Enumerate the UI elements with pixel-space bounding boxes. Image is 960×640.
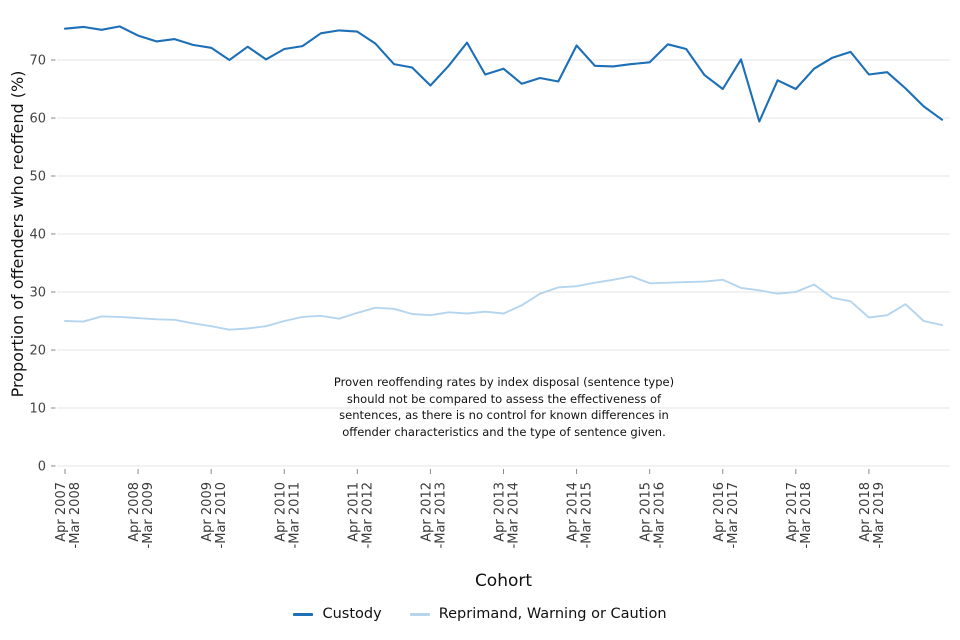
reprimand-line-swatch — [409, 612, 430, 616]
series-line-custody — [63, 25, 944, 123]
legend-label-reprimand: Reprimand, Warning or Caution — [438, 606, 667, 622]
annotation-line: Proven reoffending rates by index dispos… — [333, 375, 675, 389]
annotation-line: should not be compared to assess the eff… — [346, 391, 662, 406]
y-tick-label: 30 — [29, 286, 46, 301]
annotation-line: sentences, as there is no control for kn… — [339, 408, 669, 423]
x-tick-label: Apr 2013-Mar 2014 — [493, 482, 522, 548]
x-tick-label: Apr 2007-Mar 2008 — [54, 482, 83, 548]
annotation-line: offender characteristics and the type of… — [342, 425, 666, 440]
legend-label-custody: Custody — [322, 606, 382, 622]
y-tick-label: 10 — [29, 402, 46, 417]
plot-area: 0 10 20 30 40 50 60 70 Apr 2007-Mar 2008 Apr 2008… — [29, 25, 950, 548]
legend-item-reprimand: Reprimand, Warning or Caution — [409, 606, 667, 622]
series-line-reprimand — [64, 275, 943, 331]
y-tick-label: 20 — [29, 344, 46, 359]
x-axis-title: Cohort — [474, 571, 533, 591]
y-tick-label: 50 — [29, 170, 46, 185]
y-tick-label: 70 — [29, 54, 46, 69]
x-tick-label: Apr 2009-Mar 2010 — [200, 482, 229, 548]
x-tick-label: Apr 2010-Mar 2011 — [273, 482, 302, 548]
y-tick-label: 60 — [29, 112, 46, 127]
x-tick-label: Apr 2008-Mar 2009 — [127, 482, 156, 548]
x-tick-label: Apr 2018-Mar 2019 — [858, 482, 887, 548]
legend: Custody Reprimand, Warning or Caution — [0, 606, 960, 622]
x-tick-label: Apr 2011-Mar 2012 — [346, 482, 375, 548]
legend-item-custody: Custody — [293, 606, 382, 622]
x-tick-label: Apr 2012-Mar 2013 — [419, 482, 448, 548]
chart-annotation: Proven reoffending rates by index dispos… — [278, 374, 730, 441]
x-tick-label: Apr 2015-Mar 2016 — [639, 482, 668, 548]
x-tick-label: Apr 2016-Mar 2017 — [712, 482, 741, 548]
x-tick-label: Apr 2014-Mar 2015 — [566, 482, 595, 548]
x-tick-label: Apr 2017-Mar 2018 — [785, 482, 814, 548]
y-tick-label: 0 — [38, 460, 46, 475]
y-tick-label: 40 — [29, 228, 46, 243]
custody-line-swatch — [293, 612, 314, 616]
